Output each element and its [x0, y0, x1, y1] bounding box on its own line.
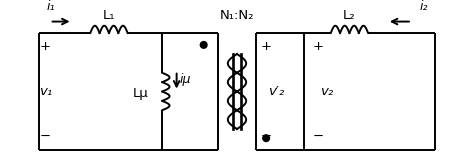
Text: +: + — [313, 40, 324, 53]
Text: N₁:N₂: N₁:N₂ — [220, 9, 254, 22]
Circle shape — [263, 135, 270, 141]
Text: L₁: L₁ — [103, 9, 115, 22]
Text: v₂: v₂ — [320, 85, 333, 98]
Text: i₁: i₁ — [46, 0, 55, 13]
Text: L₂: L₂ — [343, 9, 356, 22]
Text: Lμ: Lμ — [133, 87, 149, 100]
Text: −: − — [261, 130, 272, 143]
Text: +: + — [261, 40, 272, 53]
Text: i₂: i₂ — [419, 0, 428, 13]
Text: −: − — [313, 130, 324, 143]
Text: v′₂: v′₂ — [268, 85, 285, 98]
Circle shape — [201, 42, 207, 48]
Text: −: − — [40, 130, 51, 143]
Text: +: + — [40, 40, 51, 53]
Text: iμ: iμ — [180, 73, 191, 86]
Text: v₁: v₁ — [39, 85, 52, 98]
